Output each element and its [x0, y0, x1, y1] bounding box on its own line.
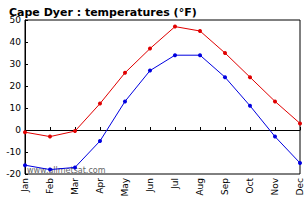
svg-text:10: 10 [10, 103, 22, 113]
svg-text:-10: -10 [6, 147, 21, 157]
svg-text:Mar: Mar [70, 178, 80, 195]
svg-text:-20: -20 [6, 169, 21, 179]
svg-text:40: 40 [10, 37, 22, 47]
svg-text:Jun: Jun [145, 178, 155, 193]
svg-text:Apr: Apr [95, 178, 105, 194]
svg-text:50: 50 [9, 15, 21, 25]
svg-text:Cape Dyer : temperatures (°F): Cape Dyer : temperatures (°F) [9, 6, 197, 19]
svg-text:Oct: Oct [245, 178, 255, 194]
svg-text:Feb: Feb [45, 178, 55, 194]
svg-text:www.allmetsat.com: www.allmetsat.com [27, 166, 106, 175]
svg-text:20: 20 [10, 81, 22, 91]
svg-text:Dec: Dec [295, 178, 305, 195]
svg-text:Jan: Jan [20, 178, 30, 193]
svg-text:May: May [120, 177, 130, 196]
svg-text:Aug: Aug [195, 178, 205, 196]
svg-text:30: 30 [10, 59, 22, 69]
svg-text:Sep: Sep [220, 178, 230, 195]
svg-text:Jul: Jul [170, 178, 180, 190]
svg-text:Nov: Nov [270, 177, 280, 195]
svg-text:0: 0 [15, 125, 21, 135]
